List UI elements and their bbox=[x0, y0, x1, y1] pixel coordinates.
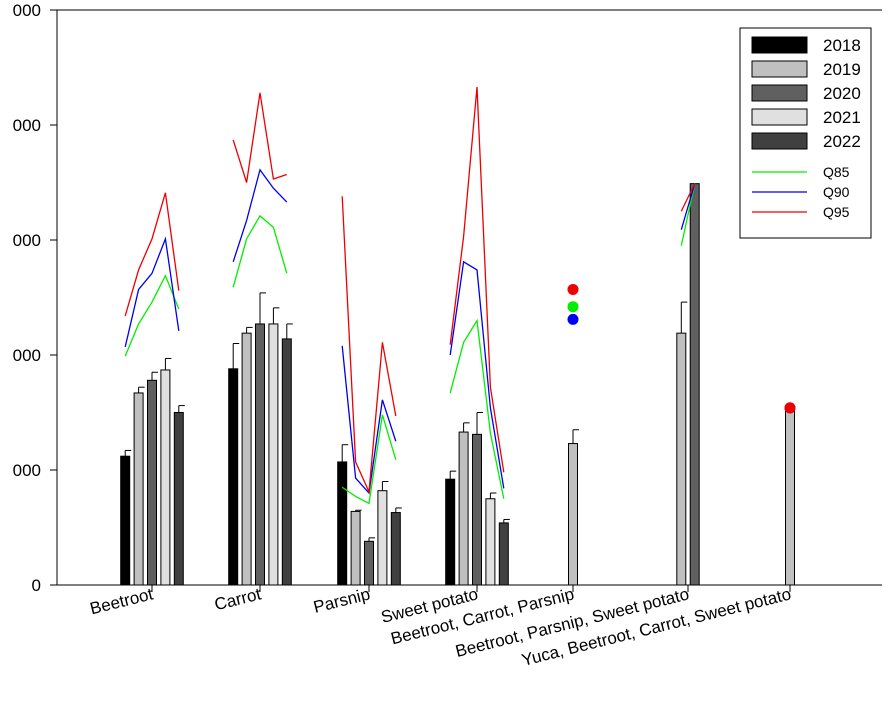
y-tick-label: 000 bbox=[13, 116, 41, 135]
bar bbox=[498, 522, 509, 586]
bar bbox=[445, 478, 456, 586]
quantile-lines bbox=[124, 86, 796, 505]
bar bbox=[785, 407, 795, 586]
quantile-point bbox=[567, 301, 579, 313]
x-tick-label: Carrot bbox=[213, 584, 264, 614]
quantile-point bbox=[567, 283, 579, 295]
bar bbox=[173, 412, 184, 586]
bar bbox=[390, 512, 401, 586]
bar bbox=[350, 510, 361, 586]
bar bbox=[228, 368, 239, 586]
quantile-line bbox=[680, 183, 696, 212]
legend-label: 2019 bbox=[823, 60, 861, 79]
x-tick-label: Parsnip bbox=[311, 584, 372, 616]
y-tick-label: 000 bbox=[13, 231, 41, 250]
bar bbox=[255, 323, 265, 586]
x-tick-label: Beetroot bbox=[88, 584, 155, 618]
quantile-point bbox=[567, 313, 579, 325]
bar bbox=[377, 490, 388, 586]
legend-label: Q85 bbox=[823, 164, 850, 180]
legend: 2018 2019 2020 2021 2022 Q85 Q90 Q95 bbox=[739, 27, 872, 239]
bar bbox=[689, 183, 700, 586]
legend-swatch bbox=[751, 132, 808, 150]
legend-label: 2021 bbox=[823, 108, 861, 127]
bar bbox=[160, 369, 171, 586]
legend-swatch bbox=[751, 84, 808, 102]
quantile-line bbox=[124, 236, 180, 348]
axes bbox=[56, 9, 882, 586]
quantile-line bbox=[232, 92, 288, 183]
legend-swatch bbox=[751, 108, 808, 126]
quantile-point bbox=[784, 402, 796, 414]
legend-label: Q90 bbox=[823, 184, 850, 200]
bars bbox=[120, 183, 795, 586]
bar bbox=[337, 461, 348, 586]
legend-label: 2022 bbox=[823, 132, 861, 151]
quantile-line bbox=[124, 274, 180, 357]
legend-swatch bbox=[751, 36, 808, 54]
y-tick-label: 000 bbox=[13, 1, 41, 20]
quantile-line bbox=[449, 318, 505, 499]
quantile-line bbox=[341, 414, 397, 505]
quantile-line bbox=[124, 192, 180, 317]
bar bbox=[268, 323, 279, 586]
bar bbox=[241, 332, 252, 586]
bar bbox=[472, 433, 482, 586]
bar bbox=[281, 338, 292, 586]
legend-label: 2018 bbox=[823, 36, 861, 55]
bar bbox=[120, 455, 131, 586]
bar bbox=[458, 431, 469, 586]
bar bbox=[485, 498, 496, 586]
bar bbox=[133, 392, 144, 586]
quantile-line bbox=[232, 168, 288, 263]
legend-label: 2020 bbox=[823, 84, 861, 103]
quantile-line bbox=[232, 214, 288, 288]
quantile-line bbox=[449, 260, 505, 489]
bar bbox=[568, 443, 578, 586]
bar bbox=[364, 540, 374, 586]
y-tick-label: 000 bbox=[13, 461, 41, 480]
quantile-line bbox=[449, 86, 505, 473]
bar bbox=[676, 332, 687, 586]
quantile-line bbox=[680, 183, 696, 230]
legend-swatch bbox=[751, 60, 808, 78]
y-tick-label: 0 bbox=[32, 576, 41, 595]
bar bbox=[147, 379, 157, 586]
y-tick-label: 000 bbox=[13, 346, 41, 365]
legend-label: Q95 bbox=[823, 204, 850, 220]
quantile-line bbox=[680, 183, 696, 246]
quantile-line bbox=[341, 196, 397, 495]
